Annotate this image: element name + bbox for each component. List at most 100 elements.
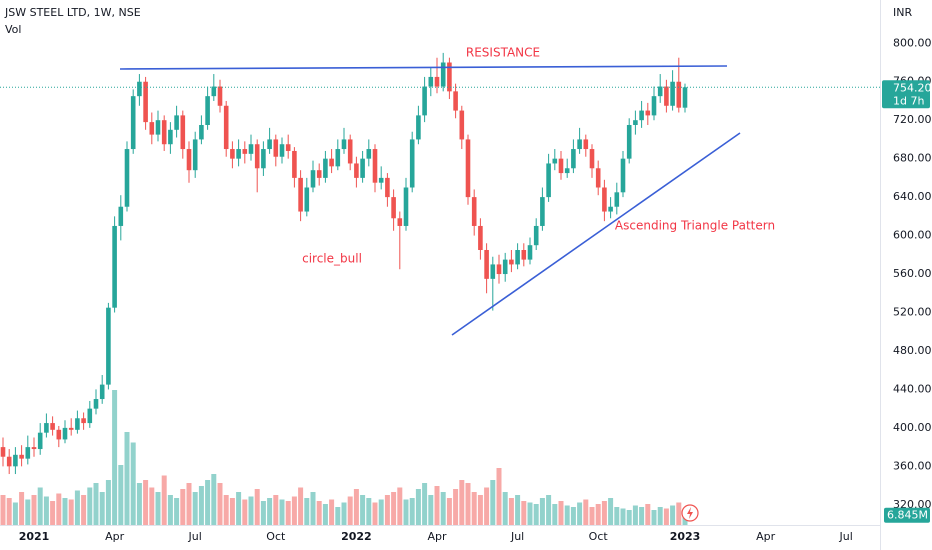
- candle-body: [279, 144, 285, 157]
- candle-body: [137, 81, 142, 97]
- volume-bar: [174, 498, 180, 525]
- candle-body: [459, 110, 465, 140]
- volume-bar: [434, 486, 440, 525]
- candle-body: [81, 418, 86, 424]
- candle-body: [25, 447, 31, 459]
- candle-body: [285, 144, 291, 151]
- candle-body: [416, 115, 421, 140]
- candle-body: [521, 250, 527, 260]
- candle-body: [428, 76, 434, 87]
- volume-bar: [74, 490, 80, 525]
- candle-body: [645, 110, 651, 116]
- volume-bar: [366, 498, 372, 525]
- candle-body: [385, 177, 390, 198]
- volume-bar: [56, 493, 62, 525]
- volume-label: 6.845M: [887, 509, 928, 522]
- volume-bar: [25, 499, 31, 525]
- volume-bar: [217, 483, 223, 525]
- volume-bar: [508, 498, 514, 525]
- volume-bar: [583, 499, 589, 525]
- x-tick-label: Jul: [188, 530, 202, 543]
- volume-bar: [310, 492, 316, 525]
- candle-body: [118, 206, 124, 226]
- volume-bar: [391, 492, 397, 525]
- volume-bar: [415, 489, 421, 525]
- candle-body: [422, 86, 427, 116]
- y-tick-label: 680.00: [893, 152, 932, 165]
- volume-bar: [564, 505, 570, 525]
- volume-bar: [645, 504, 651, 525]
- candle-body: [180, 115, 186, 150]
- candle-body: [292, 150, 297, 178]
- volume-bar: [298, 487, 304, 525]
- volume-bar: [546, 495, 552, 525]
- volume-bar: [353, 489, 359, 525]
- candle-body: [316, 170, 322, 178]
- volume-bar: [471, 492, 477, 525]
- volume-bar: [639, 507, 645, 525]
- candle-body: [403, 187, 409, 226]
- candle-body: [304, 187, 310, 212]
- candle-body: [335, 149, 341, 167]
- candle-body: [50, 423, 55, 430]
- volume-bar: [378, 499, 384, 525]
- volume-bar: [552, 504, 558, 525]
- candle-body: [68, 427, 74, 430]
- candle-body: [13, 454, 18, 467]
- x-tick-label: 2023: [670, 530, 701, 543]
- volume-bar: [316, 501, 322, 525]
- volume-bar: [136, 483, 142, 525]
- candle-body: [37, 432, 43, 450]
- candle-body: [267, 139, 272, 150]
- volume-bar: [260, 501, 266, 525]
- candle-body: [186, 149, 192, 171]
- y-tick-label: 520.00: [893, 306, 932, 319]
- candle-body: [236, 149, 241, 159]
- candle-body: [19, 454, 24, 459]
- volume-bar: [329, 499, 335, 525]
- support-line: [451, 132, 741, 336]
- chart-title: JSW STEEL LTD, 1W, NSE: [4, 6, 141, 19]
- candle-body: [670, 81, 675, 106]
- event-icon-bolt: [687, 507, 693, 519]
- candle-body: [99, 384, 105, 400]
- candle-body: [540, 197, 545, 226]
- candle-body: [639, 110, 644, 121]
- volume-bar: [626, 510, 632, 525]
- volume-bar: [0, 495, 6, 525]
- volume-bar: [335, 507, 341, 525]
- volume-bar: [409, 498, 415, 525]
- candle-body: [323, 158, 328, 178]
- candle-body: [471, 197, 477, 226]
- candle-body: [434, 76, 440, 87]
- candle-body: [0, 447, 6, 457]
- volume-bar: [459, 480, 465, 525]
- volume-bar: [254, 489, 260, 525]
- candle-body: [360, 158, 365, 178]
- y-tick-label: 320.00: [893, 498, 932, 511]
- volume-bar: [614, 507, 620, 525]
- candle-body: [174, 115, 179, 130]
- volume-bar: [87, 487, 93, 525]
- volume-bar: [477, 495, 483, 525]
- volume-bar: [453, 489, 459, 525]
- candle-body: [130, 96, 136, 150]
- candle-body: [657, 86, 663, 97]
- x-tick-label: 2021: [19, 530, 50, 543]
- volume-bar: [43, 496, 49, 525]
- volume-bar: [248, 496, 254, 525]
- volume-bar: [446, 498, 452, 525]
- candle-body: [56, 429, 62, 440]
- volume-bar: [105, 480, 111, 525]
- volume-bar: [211, 474, 217, 525]
- candle-body: [366, 149, 372, 159]
- volume-bar: [595, 504, 601, 525]
- circle-label: circle_bull: [302, 252, 362, 266]
- volume-bar: [341, 502, 347, 525]
- volume-bar: [285, 501, 291, 525]
- volume-title: Vol: [5, 23, 21, 36]
- candle-body: [261, 149, 266, 169]
- candle-body: [106, 307, 111, 385]
- candle-body: [465, 139, 471, 198]
- volume-bar: [198, 486, 204, 525]
